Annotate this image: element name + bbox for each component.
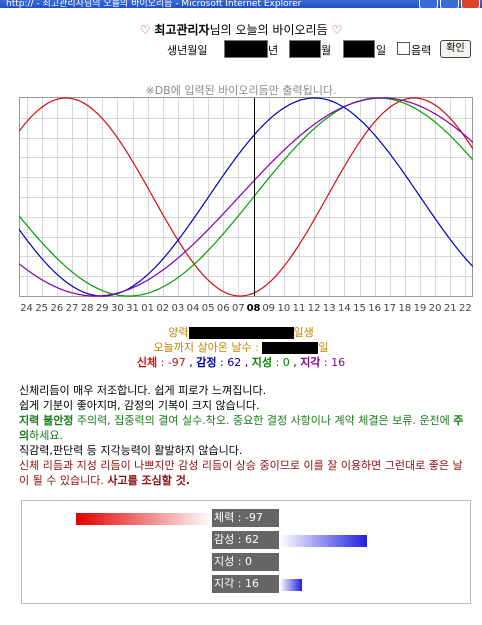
x-tick-label: 13 [322, 303, 336, 314]
intellectual-description: 지력 불안정 주의력, 집중력의 결여 실수.착오. 중요한 결정 사항이나 계… [19, 413, 469, 443]
physical-label: 신체 [136, 356, 158, 369]
x-tick-label: 18 [398, 303, 412, 314]
intuitive-description: 직감력,판단력 등 지각능력이 활발하지 않습니다. [19, 444, 243, 457]
x-tick-label: 01 [141, 303, 154, 314]
window-titlebar: http:// - 최고관리자님의 오늘의 바이오리듬 - Microsoft … [0, 0, 482, 8]
year-input[interactable] [224, 40, 268, 58]
minimize-button[interactable] [419, 0, 438, 8]
x-tick-label: 14 [337, 303, 351, 314]
x-tick-label: 06 [216, 303, 230, 314]
intuitive-label: 지각 [300, 356, 321, 369]
birth-form: 생년월일 년 월 일 음력 확인 [0, 40, 482, 60]
biorhythm-bars: 체력 : -97 감성 : 62 지성 : 0 지각 : 16 [21, 500, 471, 604]
lunar-label: 음력 [411, 44, 432, 57]
days-mask [262, 342, 319, 354]
today-values: 신체 : -97 , 감정 : 62 , 지성 : 0 , 지각 : 16 [136, 356, 346, 369]
series-line-intuitive [19, 97, 473, 297]
biorhythm-description: 신체리듬이 매우 저조합니다. 쉽게 피로가 느껴집니다. 쉽게 기분이 좋아지… [19, 383, 469, 488]
series-line-emotional [19, 97, 473, 297]
db-notice: ※DB에 입력된 바이오리듬만 출력됩니다. [145, 84, 337, 97]
bar-fill [76, 513, 212, 525]
x-axis-ticks: 24 25 26 27 28 29 30 31 01 02 03 04 05 06 07 08 09 10 11 12… [19, 303, 473, 317]
x-tick-label: 30 [110, 303, 124, 314]
intellectual-text-a: 주의력, 집중력의 결여 실수.착오. 중요한 결정 사항이나 계약 체결은 보… [73, 414, 454, 427]
x-tick-label: 07 [232, 303, 245, 314]
x-tick-label: 11 [292, 303, 306, 314]
caution-word: 주의 [19, 414, 464, 442]
heart-icon: ♡ [331, 23, 343, 37]
x-tick-label: 16 [368, 303, 381, 314]
birth-suffix: 일생 [293, 326, 314, 339]
lunar-checkbox[interactable] [397, 42, 410, 55]
intellectual-text-b: 하세요. [29, 429, 63, 442]
emotional-description: 쉽게 기분이 좋아지며, 감정의 기복이 크지 않습니다. [19, 399, 260, 412]
x-tick-label: 15 [353, 303, 366, 314]
bar-label: 체력 : -97 [212, 509, 279, 527]
birth-info: 양력 일생 [0, 324, 482, 340]
bar-label: 감성 : 62 [212, 531, 279, 549]
month-suffix: 월 [321, 44, 332, 57]
x-tick-label: 27 [65, 303, 79, 314]
x-tick-label: 26 [50, 303, 64, 314]
days-prefix: 오늘까지 살아온 날수 : [153, 341, 259, 354]
x-tick-label: 20 [428, 303, 442, 314]
x-tick-label: 21 [443, 303, 457, 314]
x-tick-label: 09 [262, 303, 276, 314]
user-name: 최고관리자 [154, 23, 210, 37]
x-tick-label: 12 [307, 303, 321, 314]
bar-label: 지성 : 0 [212, 553, 279, 571]
intellectual-value: 0 [282, 356, 290, 369]
maximize-button[interactable] [440, 0, 459, 8]
page-title: ♡ 최고관리자님의 오늘의 바이오리듬 ♡ [0, 21, 482, 38]
overall-warning: 사고를 조심할 것. [107, 474, 191, 487]
x-tick-label: 03 [171, 303, 185, 314]
x-tick-label: 25 [35, 303, 49, 314]
birth-date-mask [188, 327, 294, 339]
physical-description: 신체리듬이 매우 저조합니다. 쉽게 피로가 느껴집니다. [19, 384, 267, 397]
x-tick-label: 24 [20, 303, 33, 314]
intuitive-value: 16 [331, 356, 346, 369]
x-tick-label: 19 [413, 303, 427, 314]
intellectual-warning: 지력 불안정 [19, 414, 74, 427]
title-suffix: 님의 오늘의 바이오리듬 [209, 23, 328, 37]
bar-row: 체력 : -97 [22, 509, 470, 529]
x-tick-label: 31 [126, 303, 139, 314]
overall-text: 신체 리듬과 지성 리듬이 나쁘지만 감성 리듬이 상승 중이므로 이를 잘 이… [19, 459, 463, 487]
series-line-physical [19, 97, 473, 297]
x-tick-label: 05 [201, 303, 215, 314]
x-tick-label: 17 [383, 303, 397, 314]
emotional-label: 감정 [196, 356, 217, 369]
x-tick-label: 08 [246, 303, 261, 314]
bar-row: 지각 : 16 [22, 575, 470, 595]
submit-button[interactable]: 확인 [440, 40, 471, 58]
heart-icon: ♡ [139, 23, 151, 37]
window-title: http:// - 최고관리자님의 오늘의 바이오리듬 - Microsoft … [6, 0, 302, 8]
year-suffix: 년 [268, 44, 279, 57]
day-input[interactable] [343, 40, 375, 58]
bar-fill [280, 535, 367, 547]
overall-description: 신체 리듬과 지성 리듬이 나쁘지만 감성 리듬이 상승 중이므로 이를 잘 이… [19, 458, 469, 488]
days-lived: 오늘까지 살아온 날수 : 일 [0, 339, 482, 355]
bar-row: 지성 : 0 [22, 553, 470, 573]
x-tick-label: 10 [277, 303, 291, 314]
close-button[interactable] [461, 0, 480, 8]
x-tick-label: 04 [186, 303, 200, 314]
x-tick-label: 02 [156, 303, 170, 314]
bar-row: 감성 : 62 [22, 531, 470, 551]
series-line-intellectual [19, 97, 473, 297]
emotional-value: 62 [227, 356, 242, 369]
calendar-type: 양력 [168, 326, 189, 339]
bar-label: 지각 : 16 [212, 575, 279, 593]
x-tick-label: 29 [95, 303, 109, 314]
intellectual-label: 지성 [251, 356, 272, 369]
birth-label: 생년월일 [167, 44, 208, 57]
bar-fill [280, 579, 303, 591]
month-input[interactable] [289, 40, 321, 58]
x-tick-label: 22 [459, 303, 472, 314]
x-tick-label: 28 [80, 303, 94, 314]
biorhythm-chart [19, 97, 473, 297]
physical-value: -97 [167, 356, 186, 369]
day-suffix: 일 [376, 44, 387, 57]
days-suffix: 일 [318, 341, 329, 354]
